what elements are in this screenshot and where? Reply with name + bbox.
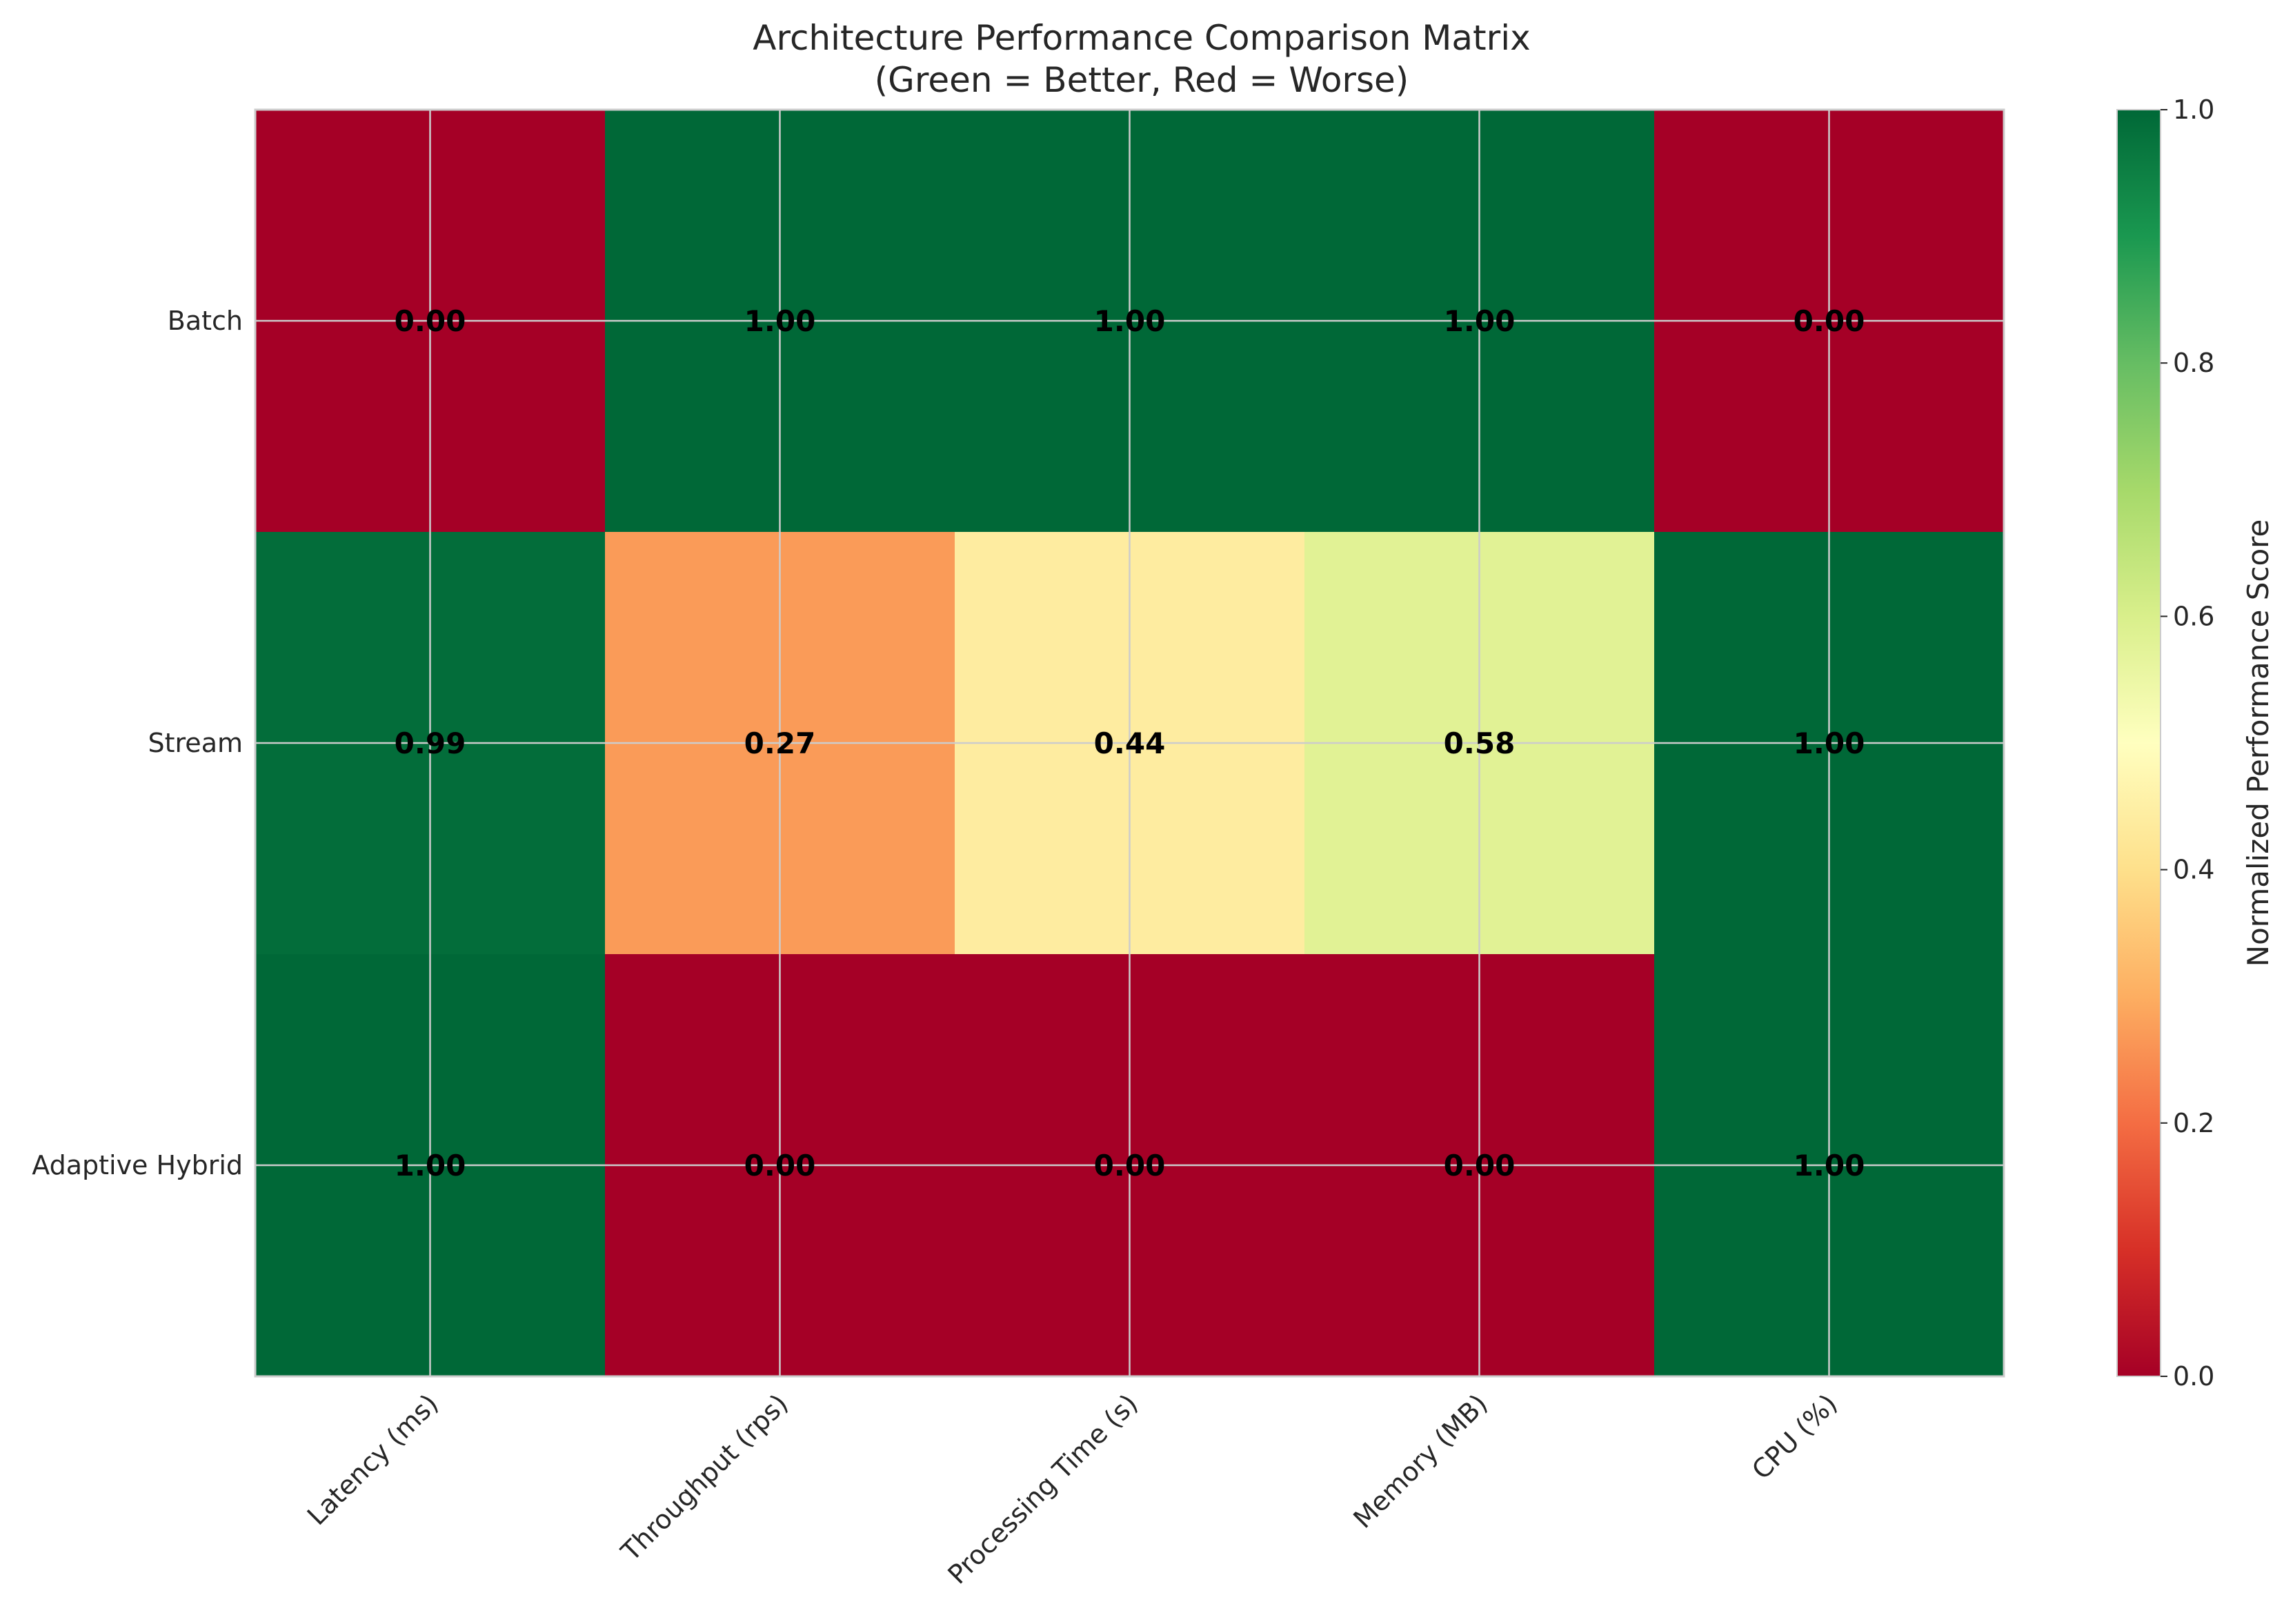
cell-value-label: 1.00: [1794, 726, 1865, 760]
colorbar: [2117, 110, 2161, 1376]
row-tick-label: Stream: [148, 728, 244, 758]
cell-value-label: 0.00: [395, 304, 466, 338]
colorbar-tick-label: 0.8: [2173, 348, 2214, 378]
row-tick-labels: Batch Stream Adaptive Hybrid: [32, 306, 243, 1180]
chart-subtitle: (Green = Better, Red = Worse): [875, 60, 1409, 100]
cell-value-label: 0.00: [1794, 304, 1865, 338]
colorbar-tick-label: 1.0: [2173, 95, 2214, 125]
cell-value-label: 1.00: [395, 1149, 466, 1182]
cell-value-label: 0.44: [1094, 726, 1166, 760]
colorbar-tick-label: 0.6: [2173, 601, 2214, 631]
column-tick-labels: Latency (ms) Throughput (rps) Processing T…: [301, 1388, 1843, 1590]
column-tick-label: Memory (MB): [1347, 1388, 1493, 1534]
column-tick-label: Processing Time (s): [942, 1388, 1143, 1590]
cell-value-label: 0.00: [1094, 1149, 1166, 1182]
column-tick-label: Latency (ms): [301, 1388, 444, 1531]
cell-value-label: 0.99: [395, 726, 466, 760]
cell-value-label: 0.00: [744, 1149, 816, 1182]
column-tick-label: CPU (%): [1746, 1388, 1843, 1485]
cell-value-label: 0.58: [1444, 726, 1516, 760]
cell-value-label: 1.00: [1444, 304, 1516, 338]
colorbar-label: Normalized Performance Score: [2241, 519, 2275, 967]
column-tick-label: Throughput (rps): [615, 1388, 794, 1567]
colorbar-tick-label: 0.0: [2173, 1361, 2214, 1392]
chart-title: Architecture Performance Comparison Matr…: [753, 18, 1530, 58]
cell-value-label: 0.00: [1444, 1149, 1516, 1182]
cell-value-label: 1.00: [1794, 1149, 1865, 1182]
cell-value-label: 1.00: [1094, 304, 1166, 338]
colorbar-ticks: 0.0 0.2 0.4 0.6 0.8 1.0: [2161, 95, 2214, 1392]
cell-value-label: 0.27: [744, 726, 816, 760]
row-tick-label: Batch: [168, 306, 243, 336]
cell-value-label: 1.00: [744, 304, 816, 338]
row-tick-label: Adaptive Hybrid: [32, 1150, 243, 1180]
colorbar-tick-label: 0.2: [2173, 1108, 2214, 1138]
colorbar-tick-label: 0.4: [2173, 855, 2214, 885]
